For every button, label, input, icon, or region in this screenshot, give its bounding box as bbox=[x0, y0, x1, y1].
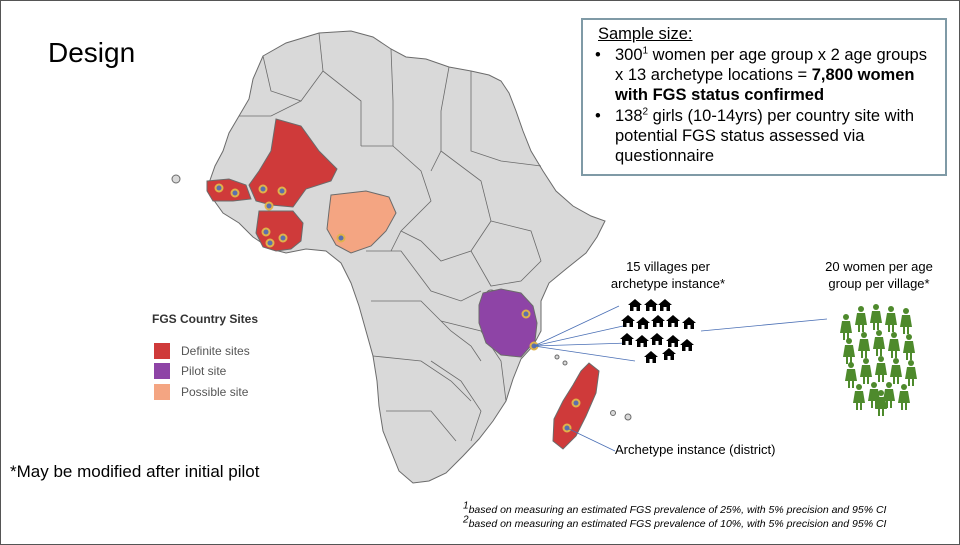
country-borders bbox=[239, 32, 542, 442]
connector-lines bbox=[533, 305, 828, 452]
woman-icon bbox=[888, 332, 900, 358]
woman-icon bbox=[900, 308, 912, 334]
house-icon bbox=[620, 333, 634, 345]
house-icon bbox=[680, 339, 694, 351]
africa-landmass bbox=[208, 30, 606, 484]
woman-icon bbox=[853, 384, 865, 410]
pilot-note: *May be modified after initial pilot bbox=[10, 462, 260, 481]
house-icon bbox=[651, 315, 665, 327]
house-icon bbox=[666, 335, 680, 347]
site-marker-icon bbox=[278, 233, 288, 243]
sample-bullet-women: • 3001 women per age group x 2 age group… bbox=[595, 45, 927, 104]
woman-icon bbox=[903, 334, 915, 360]
footnote-2: 2based on measuring an estimated FGS pre… bbox=[463, 514, 887, 530]
woman-icon bbox=[875, 356, 887, 382]
woman-icon bbox=[845, 362, 857, 388]
house-icon bbox=[682, 317, 696, 329]
woman-icon bbox=[905, 360, 917, 386]
footnote-1: 1based on measuring an estimated FGS pre… bbox=[463, 500, 887, 516]
site-marker-icon bbox=[258, 184, 268, 194]
site-marker-icon bbox=[264, 201, 274, 211]
house-icon bbox=[650, 333, 664, 345]
site-marker-icon bbox=[230, 188, 240, 198]
house-icon bbox=[644, 299, 658, 311]
woman-icon bbox=[873, 330, 885, 356]
archetype-label: Archetype instance (district) bbox=[615, 442, 776, 457]
house-icon bbox=[635, 335, 649, 347]
villages-label: 15 villages per archetype instance* bbox=[610, 259, 726, 291]
site-marker-icon bbox=[521, 309, 531, 319]
sample-bullet-girls: • 1382 girls (10-14yrs) per country site… bbox=[595, 106, 915, 165]
site-marker-icon bbox=[261, 227, 271, 237]
house-icon bbox=[628, 299, 642, 311]
houses-cluster bbox=[620, 299, 696, 363]
woman-icon bbox=[855, 306, 867, 332]
house-icon bbox=[666, 315, 680, 327]
house-icon bbox=[644, 351, 658, 363]
house-icon bbox=[621, 315, 635, 327]
women-cluster bbox=[840, 304, 917, 416]
legend-swatch bbox=[154, 343, 170, 359]
house-icon bbox=[662, 348, 676, 360]
site-marker-icon bbox=[214, 183, 224, 193]
house-icon bbox=[658, 299, 672, 311]
site-marker-icon bbox=[277, 186, 287, 196]
woman-icon bbox=[858, 332, 870, 358]
women-label: 20 women per age group per village* bbox=[825, 259, 933, 291]
legend-swatch bbox=[154, 384, 170, 400]
sample-size-box: Sample size: • 3001 women per age group … bbox=[581, 18, 947, 176]
woman-icon bbox=[843, 338, 855, 364]
woman-icon bbox=[898, 384, 910, 410]
site-marker-icon bbox=[336, 233, 346, 243]
mali-site bbox=[248, 118, 338, 208]
slide-title: Design bbox=[48, 37, 136, 68]
woman-icon bbox=[870, 304, 882, 330]
woman-icon bbox=[860, 358, 872, 384]
house-icon bbox=[636, 317, 650, 329]
site-marker-icon bbox=[265, 238, 275, 248]
woman-icon bbox=[885, 306, 897, 332]
woman-icon bbox=[890, 358, 902, 384]
legend-title: FGS Country Sites bbox=[152, 312, 259, 326]
sample-size-heading: Sample size: bbox=[598, 25, 693, 43]
tanzania-site bbox=[478, 288, 538, 358]
woman-icon bbox=[840, 314, 852, 340]
site-marker-icon bbox=[571, 398, 581, 408]
legend-swatch bbox=[154, 363, 170, 379]
site-markers bbox=[214, 183, 581, 433]
